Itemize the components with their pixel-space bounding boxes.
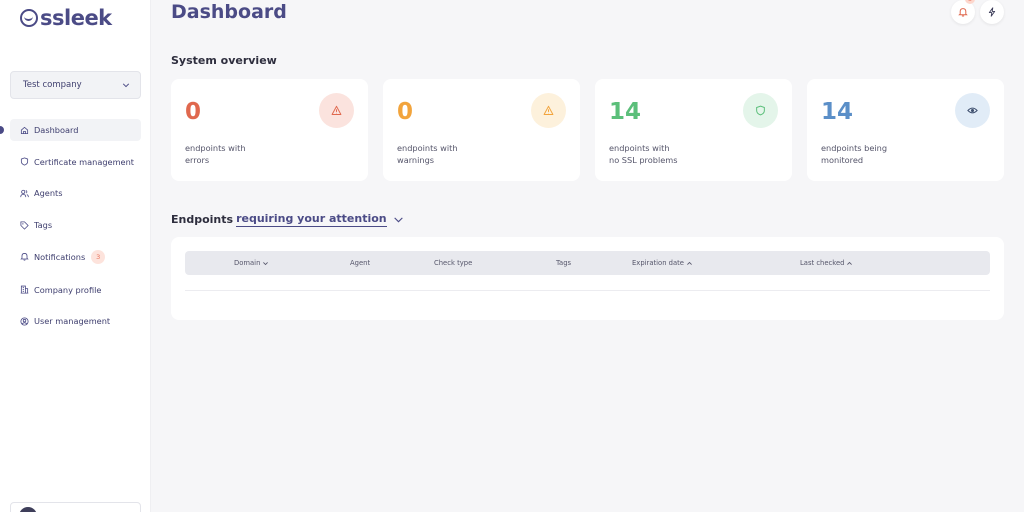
monitored-card[interactable]: 14 endpoints being monitored [807, 79, 1004, 181]
card-value: 0 [185, 99, 202, 125]
eye-icon [955, 93, 990, 128]
page-title: Dashboard [171, 1, 287, 23]
endpoints-filter-dropdown[interactable]: requiring your attention [236, 212, 387, 227]
shield-icon [743, 93, 778, 128]
column-expiration-date[interactable]: Expiration date [632, 251, 693, 275]
notification-count-badge: 3 [965, 0, 975, 4]
users-icon [20, 189, 29, 197]
chevron-down-icon[interactable] [393, 214, 404, 225]
sidebar-item-label: Notifications [34, 251, 86, 262]
sidebar-item-dashboard[interactable]: Dashboard [10, 119, 141, 141]
company-select-value: Test company [23, 80, 82, 90]
user-circle-icon [20, 317, 29, 326]
sidebar-item-agents[interactable]: Agents [10, 182, 141, 204]
logo-text: ssleek [40, 6, 112, 30]
endpoints-table: Domain Agent Check type Tags Expiration … [171, 237, 1004, 320]
card-label: endpoints with errors [185, 143, 246, 165]
table-header: Domain Agent Check type Tags Expiration … [185, 251, 990, 275]
no-ssl-problems-card[interactable]: 14 endpoints with no SSL problems [595, 79, 792, 181]
user-menu[interactable] [10, 502, 141, 512]
chevron-down-icon [122, 83, 130, 88]
tag-icon [20, 221, 29, 230]
column-check-type[interactable]: Check type [434, 259, 473, 267]
avatar [19, 507, 37, 512]
home-icon [20, 126, 29, 134]
alert-triangle-icon [319, 93, 354, 128]
column-domain[interactable]: Domain [234, 251, 269, 275]
endpoints-title-prefix: Endpoints [171, 213, 234, 226]
building-icon [20, 285, 29, 294]
card-label: endpoints with no SSL problems [609, 143, 678, 165]
sidebar-item-user-management[interactable]: User management [10, 310, 141, 332]
card-value: 0 [397, 99, 414, 125]
column-tags[interactable]: Tags [556, 259, 572, 267]
shield-icon [20, 157, 29, 166]
company-select[interactable]: Test company [10, 71, 141, 99]
warnings-card[interactable]: 0 endpoints with warnings [383, 79, 580, 181]
lightning-icon [988, 7, 996, 17]
sidebar-item-label: Dashboard [34, 125, 79, 135]
active-indicator [0, 126, 4, 134]
sidebar-item-label: User management [34, 316, 111, 327]
sidebar-item-label: Agents [34, 188, 63, 199]
sidebar-item-label: Certificate management [34, 156, 134, 167]
sidebar-item-certificate-management[interactable]: Certificate management [10, 151, 141, 173]
notification-count-badge: 3 [91, 249, 106, 264]
alert-triangle-icon [531, 93, 566, 128]
quick-action-button[interactable] [980, 0, 1004, 24]
logo[interactable]: ssleek [20, 5, 112, 31]
notifications-button[interactable]: 3 [951, 0, 975, 24]
endpoints-section-title: Endpoints requiring your attention [171, 212, 404, 227]
system-overview-title: System overview [171, 54, 277, 67]
logo-icon [20, 9, 38, 27]
sidebar-item-label: Tags [34, 220, 53, 231]
bell-icon [958, 8, 968, 17]
card-value: 14 [609, 99, 642, 125]
chevron-up-icon [847, 261, 853, 265]
sidebar: ssleek Test company Dashboard Certificat… [0, 0, 151, 512]
column-agent[interactable]: Agent [350, 259, 371, 267]
errors-card[interactable]: 0 endpoints with errors [171, 79, 368, 181]
sidebar-item-company-profile[interactable]: Company profile [10, 279, 141, 301]
sidebar-nav: Dashboard Certificate management Agents … [10, 119, 141, 342]
card-value: 14 [821, 99, 854, 125]
card-label: endpoints with warnings [397, 143, 458, 165]
card-label: endpoints being monitored [821, 143, 888, 165]
table-divider [185, 290, 990, 291]
chevron-down-icon [263, 261, 269, 265]
sidebar-item-label: Company profile [34, 284, 102, 295]
sidebar-item-tags[interactable]: Tags [10, 214, 141, 236]
sidebar-item-notifications[interactable]: Notifications 3 [10, 246, 141, 268]
bell-icon [20, 253, 29, 261]
chevron-up-icon [687, 261, 692, 265]
column-last-checked[interactable]: Last checked [800, 251, 853, 275]
